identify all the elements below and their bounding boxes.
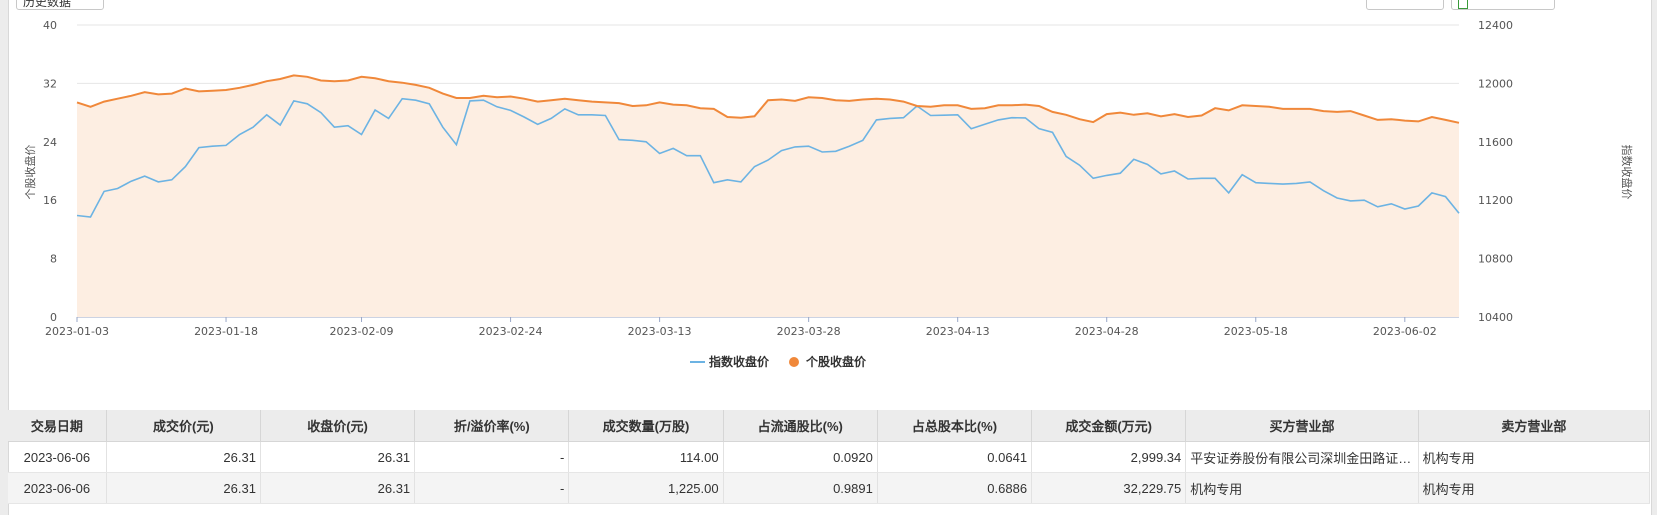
header-trade-date[interactable]: 交易日期 — [8, 410, 107, 442]
x-tick-label: 2023-02-24 — [479, 325, 543, 338]
cell-close-price: 26.31 — [260, 441, 416, 473]
y-left-axis-label: 个股收盘价 — [23, 145, 37, 200]
header-volume[interactable]: 成交数量(万股) — [568, 410, 724, 442]
x-tick-label: 2023-04-28 — [1075, 325, 1139, 338]
y-left-tick-label: 24 — [43, 136, 57, 149]
header-total-ratio[interactable]: 占总股本比(%) — [877, 410, 1033, 442]
cell-trade-price: 26.31 — [106, 472, 261, 504]
header-seller[interactable]: 卖方营业部 — [1418, 410, 1651, 442]
stock-area-fill — [77, 75, 1459, 318]
history-data-button[interactable]: 历史数据 — [16, 0, 104, 10]
toolbar-button[interactable] — [1366, 0, 1444, 10]
header-premium-rate[interactable]: 折/溢价率(%) — [414, 410, 570, 442]
x-tick-label: 2023-05-18 — [1224, 325, 1288, 338]
x-tick-label: 2023-06-02 — [1373, 325, 1437, 338]
cell-trade-price: 26.31 — [106, 441, 261, 473]
cell-close-price: 26.31 — [260, 472, 416, 504]
cell-volume: 114.00 — [568, 441, 724, 473]
y-right-tick-labels: 10400 10800 11200 11600 12000 12400 — [1478, 19, 1513, 324]
index-close-line — [76, 97, 1460, 218]
x-tick-label: 2023-03-13 — [628, 325, 692, 338]
header-close-price[interactable]: 收盘价(元) — [260, 410, 416, 442]
y-right-tick-label: 11600 — [1478, 136, 1513, 149]
cell-total-ratio: 0.0641 — [877, 441, 1033, 473]
header-float-ratio[interactable]: 占流通股比(%) — [723, 410, 878, 442]
header-buyer[interactable]: 买方营业部 — [1185, 410, 1419, 442]
cell-amount: 32,229.75 — [1031, 472, 1187, 504]
cell-float-ratio: 0.9891 — [723, 472, 878, 504]
legend: 指数收盘价 个股收盘价 — [690, 354, 867, 369]
y-right-tick-label: 10400 — [1478, 311, 1513, 324]
cell-buyer[interactable]: 平安证券股份有限公司深圳金田路证券营业部 — [1185, 441, 1419, 473]
header-trade-price[interactable]: 成交价(元) — [106, 410, 261, 442]
y-right-tick-label: 10800 — [1478, 253, 1513, 266]
y-right-axis-label: 指数收盘价 — [1620, 145, 1634, 200]
block-trade-table: 交易日期 成交价(元) 收盘价(元) 折/溢价率(%) 成交数量(万股) 占流通… — [8, 410, 1651, 504]
y-left-tick-label: 16 — [43, 194, 57, 207]
legend-index-label: 指数收盘价 — [709, 354, 770, 369]
x-tick-label: 2023-04-13 — [926, 325, 990, 338]
cell-premium-rate: - — [414, 441, 570, 473]
cell-trade-date: 2023-06-06 — [8, 441, 107, 473]
x-tick-label: 2023-02-09 — [330, 325, 394, 338]
y-right-tick-label: 11200 — [1478, 194, 1513, 207]
x-axis: 2023-01-03 2023-01-18 2023-02-09 2023-02-24… — [45, 317, 1437, 338]
x-tick-label: 2023-01-18 — [194, 325, 258, 338]
cell-volume: 1,225.00 — [568, 472, 724, 504]
cell-amount: 2,999.34 — [1031, 441, 1187, 473]
spreadsheet-icon — [1458, 0, 1468, 9]
cell-float-ratio: 0.0920 — [723, 441, 878, 473]
table-row: 2023-06-06 26.31 26.31 - 114.00 0.0920 0… — [8, 441, 1651, 473]
x-tick-label: 2023-03-28 — [777, 325, 841, 338]
y-left-tick-label: 32 — [43, 77, 57, 90]
export-button[interactable] — [1451, 0, 1555, 10]
dual-axis-line-chart: 0 8 16 24 32 40 10400 10800 11200 11600 12000 1240… — [23, 19, 1634, 369]
y-right-tick-label: 12000 — [1478, 77, 1513, 90]
y-right-tick-label: 12400 — [1478, 19, 1513, 32]
table-header-row: 交易日期 成交价(元) 收盘价(元) 折/溢价率(%) 成交数量(万股) 占流通… — [8, 410, 1651, 442]
y-left-tick-label: 0 — [50, 311, 57, 324]
cell-buyer[interactable]: 机构专用 — [1185, 472, 1419, 504]
y-left-tick-label: 40 — [43, 19, 57, 32]
legend-stock-label: 个股收盘价 — [805, 354, 867, 369]
legend-stock-swatch — [789, 357, 799, 367]
x-tick-label: 2023-01-03 — [45, 325, 109, 338]
y-left-tick-label: 8 — [50, 253, 57, 266]
cell-trade-date: 2023-06-06 — [8, 472, 107, 504]
stock-close-line — [76, 74, 1460, 124]
header-amount[interactable]: 成交金额(万元) — [1031, 410, 1187, 442]
table-row: 2023-06-06 26.31 26.31 - 1,225.00 0.9891… — [8, 472, 1651, 504]
cell-premium-rate: - — [414, 472, 570, 504]
cell-seller[interactable]: 机构专用 — [1418, 472, 1651, 504]
cell-seller[interactable]: 机构专用 — [1418, 441, 1651, 473]
y-left-tick-labels: 0 8 16 24 32 40 — [43, 19, 57, 324]
cell-total-ratio: 0.6886 — [877, 472, 1033, 504]
